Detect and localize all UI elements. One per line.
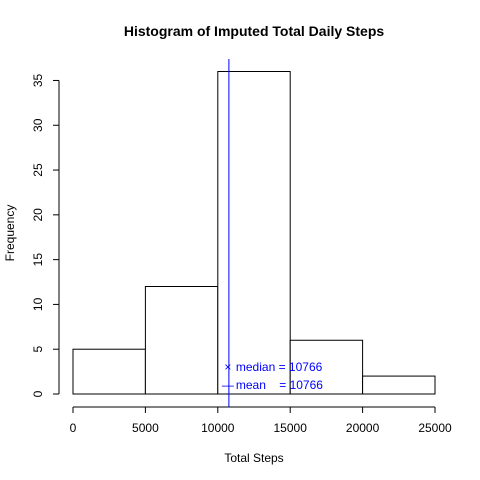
annotation-group: × median = 10766— mean = 10766 — [222, 59, 323, 407]
y-tick-label-4: 20 — [31, 208, 45, 222]
y-axis-label: Frequency — [3, 205, 17, 262]
y-tick-label-2: 10 — [31, 297, 45, 311]
y-tick-label-7: 35 — [31, 73, 45, 87]
y-tick-label-5: 25 — [31, 163, 45, 177]
y-tick-label-3: 15 — [31, 253, 45, 267]
y-tick-label-0: 0 — [31, 390, 45, 397]
bars-group — [72, 71, 436, 395]
median-annotation: median = 10766 — [236, 360, 323, 374]
y-tick-label-1: 5 — [31, 346, 45, 353]
histogram-bar-1 — [144, 286, 219, 395]
x-axis: 0 5000 10000 15000 20000 25000 — [70, 406, 452, 435]
y-tick-label-6: 30 — [31, 118, 45, 132]
x-tick-label-2: 10000 — [201, 421, 235, 435]
mean-marker: — — [222, 378, 234, 392]
x-tick-label-5: 25000 — [418, 421, 452, 435]
x-tick-label-1: 5000 — [132, 421, 159, 435]
y-axis: 0 5 10 15 20 25 30 35 — [31, 73, 60, 397]
histogram-bar-0 — [72, 348, 146, 395]
chart-title: Histogram of Imputed Total Daily Steps — [124, 23, 385, 39]
histogram-bar-4 — [362, 375, 436, 395]
x-tick-label-3: 15000 — [274, 421, 308, 435]
median-marker: × — [224, 360, 231, 374]
histogram-bar-2 — [217, 71, 291, 395]
histogram-bar-3 — [289, 339, 364, 395]
x-tick-label-4: 20000 — [346, 421, 380, 435]
x-tick-label-0: 0 — [70, 421, 77, 435]
x-axis-label: Total Steps — [224, 451, 283, 465]
mean-annotation: mean = 10766 — [236, 378, 323, 392]
